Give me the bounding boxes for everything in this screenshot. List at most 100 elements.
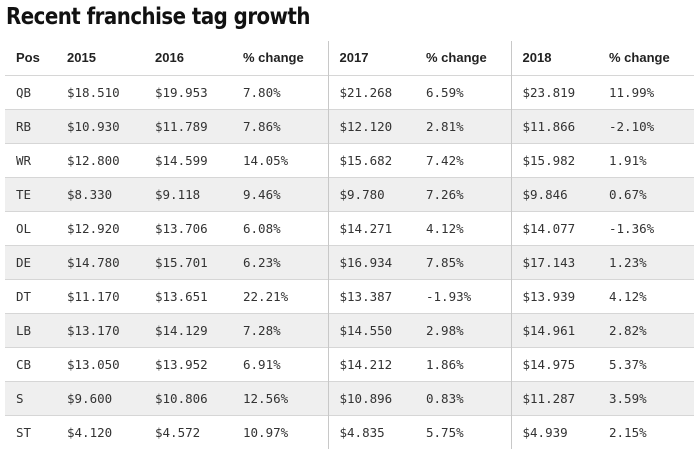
table-cell: $13.387 — [327, 279, 415, 313]
table-row: WR $12.800 $14.599 14.05% $15.682 7.42% $15.98… — [5, 143, 694, 177]
table-row: RB $10.930 $11.789 7.86% $12.120 2.81% $11.866… — [5, 109, 694, 143]
table-cell: $11.170 — [67, 288, 120, 304]
table-cell: $10.896 — [327, 381, 415, 415]
table-cell: 7.42% — [426, 152, 464, 168]
position-cell: TE — [16, 186, 32, 202]
column-header-2018: 2018 — [510, 41, 598, 75]
table-cell: $14.550 — [327, 313, 415, 347]
table-cell: $14.129 — [155, 322, 208, 338]
table-cell: 7.86% — [243, 118, 281, 134]
page-title: Recent franchise tag growth — [6, 4, 310, 30]
table-cell: $9.118 — [155, 186, 201, 202]
table-cell: $12.120 — [327, 109, 415, 143]
table-cell: $9.780 — [327, 177, 415, 211]
table-cell: 7.85% — [426, 254, 464, 270]
table-cell: 14.05% — [243, 152, 289, 168]
table-cell: 6.23% — [243, 254, 281, 270]
table-cell: $8.330 — [67, 186, 113, 202]
table-cell: 2.98% — [426, 322, 464, 338]
table-cell: $12.800 — [67, 152, 120, 168]
table-body: QB $18.510 $19.953 7.80% $21.268 6.59% $23.819… — [5, 75, 694, 449]
table-cell: 4.12% — [609, 288, 647, 304]
table-cell: 2.81% — [426, 118, 464, 134]
franchise-tag-table-container: Pos 2015 2016 % change 2017 % change 201… — [5, 41, 694, 449]
table-cell: $14.961 — [510, 313, 598, 347]
table-cell: 9.46% — [243, 186, 281, 202]
position-cell: CB — [16, 356, 32, 372]
table-cell: 1.91% — [609, 152, 647, 168]
table-cell: 1.86% — [426, 356, 464, 372]
table-cell: $16.934 — [327, 245, 415, 279]
table-cell: -2.10% — [609, 118, 655, 134]
table-cell: $14.975 — [510, 347, 598, 381]
table-cell: $15.701 — [155, 254, 208, 270]
table-row: CB $13.050 $13.952 6.91% $14.212 1.86% $14.975… — [5, 347, 694, 381]
column-header-pos: Pos — [16, 50, 40, 66]
table-row: TE $8.330 $9.118 9.46% $9.780 7.26% $9.846 0.67… — [5, 177, 694, 211]
table-cell: 5.75% — [426, 424, 464, 440]
table-cell: $13.651 — [155, 288, 208, 304]
table-cell: 1.23% — [609, 254, 647, 270]
table-cell: $12.920 — [67, 220, 120, 236]
table-cell: $9.600 — [67, 390, 113, 406]
table-cell: $21.268 — [327, 75, 415, 109]
table-cell: $13.952 — [155, 356, 208, 372]
table-cell: 2.15% — [609, 424, 647, 440]
table-cell: $14.077 — [510, 211, 598, 245]
position-cell: WR — [16, 152, 32, 168]
position-cell: QB — [16, 84, 32, 100]
table-cell: 0.67% — [609, 186, 647, 202]
table-cell: 6.08% — [243, 220, 281, 236]
column-header-change-2017: % change — [426, 50, 487, 66]
table-cell: $11.287 — [510, 381, 598, 415]
column-header-change-2016: % change — [243, 50, 304, 66]
table-row: DE $14.780 $15.701 6.23% $16.934 7.85% $17.143… — [5, 245, 694, 279]
table-cell: $15.682 — [327, 143, 415, 177]
position-cell: OL — [16, 220, 32, 236]
table-row: LB $13.170 $14.129 7.28% $14.550 2.98% $14.961… — [5, 313, 694, 347]
table-cell: $9.846 — [510, 177, 598, 211]
table-cell: $10.806 — [155, 390, 208, 406]
table-cell: -1.36% — [609, 220, 655, 236]
table-cell: $23.819 — [510, 75, 598, 109]
table-cell: 4.12% — [426, 220, 464, 236]
table-cell: $14.212 — [327, 347, 415, 381]
table-cell: 2.82% — [609, 322, 647, 338]
table-row: OL $12.920 $13.706 6.08% $14.271 4.12% $14.077… — [5, 211, 694, 245]
table-cell: $13.170 — [67, 322, 120, 338]
column-header-2016: 2016 — [155, 50, 184, 66]
table-cell: $19.953 — [155, 84, 208, 100]
position-cell: RB — [16, 118, 32, 134]
table-cell: $18.510 — [67, 84, 120, 100]
table-cell: 6.59% — [426, 84, 464, 100]
table-cell: 0.83% — [426, 390, 464, 406]
table-cell: 11.99% — [609, 84, 655, 100]
franchise-tag-table: Pos 2015 2016 % change 2017 % change 201… — [5, 41, 694, 449]
position-cell: ST — [16, 424, 32, 440]
table-cell: 7.80% — [243, 84, 281, 100]
table-cell: 22.21% — [243, 288, 289, 304]
table-cell: 6.91% — [243, 356, 281, 372]
table-cell: -1.93% — [426, 288, 472, 304]
position-cell: S — [16, 390, 24, 406]
position-cell: DT — [16, 288, 32, 304]
column-header-2017: 2017 — [327, 41, 415, 75]
table-cell: 5.37% — [609, 356, 647, 372]
table-cell: 7.26% — [426, 186, 464, 202]
table-cell: 12.56% — [243, 390, 289, 406]
table-row: QB $18.510 $19.953 7.80% $21.268 6.59% $23.819… — [5, 75, 694, 109]
position-cell: DE — [16, 254, 32, 270]
table-cell: 10.97% — [243, 424, 289, 440]
table-header-row: Pos 2015 2016 % change 2017 % change 201… — [5, 41, 694, 75]
table-cell: 7.28% — [243, 322, 281, 338]
table-cell: 3.59% — [609, 390, 647, 406]
table-cell: $4.572 — [155, 424, 201, 440]
column-header-change-2018: % change — [609, 50, 670, 66]
table-cell: $4.120 — [67, 424, 113, 440]
table-cell: $11.789 — [155, 118, 208, 134]
table-cell: $10.930 — [67, 118, 120, 134]
table-cell: $14.599 — [155, 152, 208, 168]
table-cell: $14.780 — [67, 254, 120, 270]
table-cell: $14.271 — [327, 211, 415, 245]
table-cell: $17.143 — [510, 245, 598, 279]
